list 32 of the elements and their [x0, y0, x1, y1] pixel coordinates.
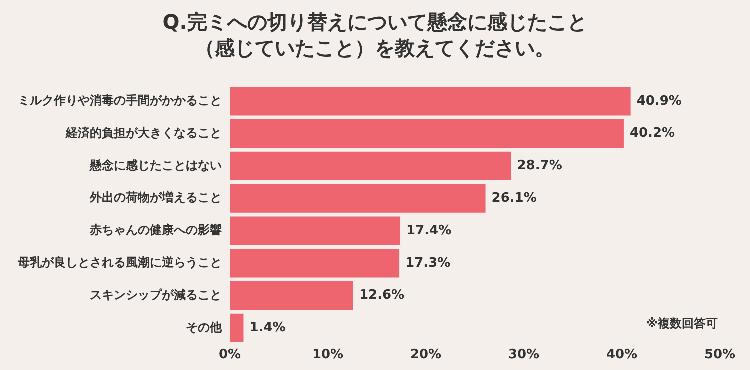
data-label: 28.7%: [517, 158, 562, 174]
y-tick-label: 経済的負担が大きくなること: [65, 126, 222, 140]
bar: [230, 87, 631, 116]
y-tick-label: ミルク作りや消毒の手間がかかること: [18, 94, 222, 108]
x-tick-label: 10%: [312, 348, 344, 363]
data-label: 40.9%: [636, 94, 682, 109]
y-tick-label: 母乳が良しとされる風潮に逆らうこと: [17, 256, 222, 270]
y-tick-label: 懸念に感じたことはない: [89, 158, 222, 172]
bar: [230, 216, 401, 246]
x-tick-label: 50%: [704, 348, 736, 363]
x-tick-label: 40%: [606, 348, 638, 363]
bar: [230, 184, 486, 213]
y-tick-label: スキンシップが減ること: [90, 288, 222, 302]
bar: [230, 314, 244, 342]
data-label: 17.3%: [406, 256, 451, 271]
y-tick-label: その他: [186, 320, 223, 334]
data-label: 40.2%: [630, 126, 676, 142]
data-label: 26.1%: [492, 190, 537, 206]
x-tick-label: 20%: [410, 348, 442, 363]
bar: [230, 249, 400, 278]
data-label: 1.4%: [250, 320, 286, 336]
y-tick-label: 外出の荷物が増えること: [89, 190, 222, 205]
data-label: 17.4%: [406, 223, 452, 238]
x-tick-label: 30%: [508, 348, 540, 363]
bar: [230, 282, 354, 310]
bar: [230, 120, 624, 148]
y-tick-label: 赤ちゃんの健康への影響: [89, 223, 222, 238]
chart-title: Q.完ミへの切り替えについて懸念に感じたこと（感じていたこと）を教えてください。: [162, 9, 588, 61]
data-label: 12.6%: [359, 288, 405, 304]
annotation: ※複数回答可: [646, 316, 718, 331]
bar: [230, 152, 512, 180]
x-tick-label: 0%: [218, 348, 242, 363]
